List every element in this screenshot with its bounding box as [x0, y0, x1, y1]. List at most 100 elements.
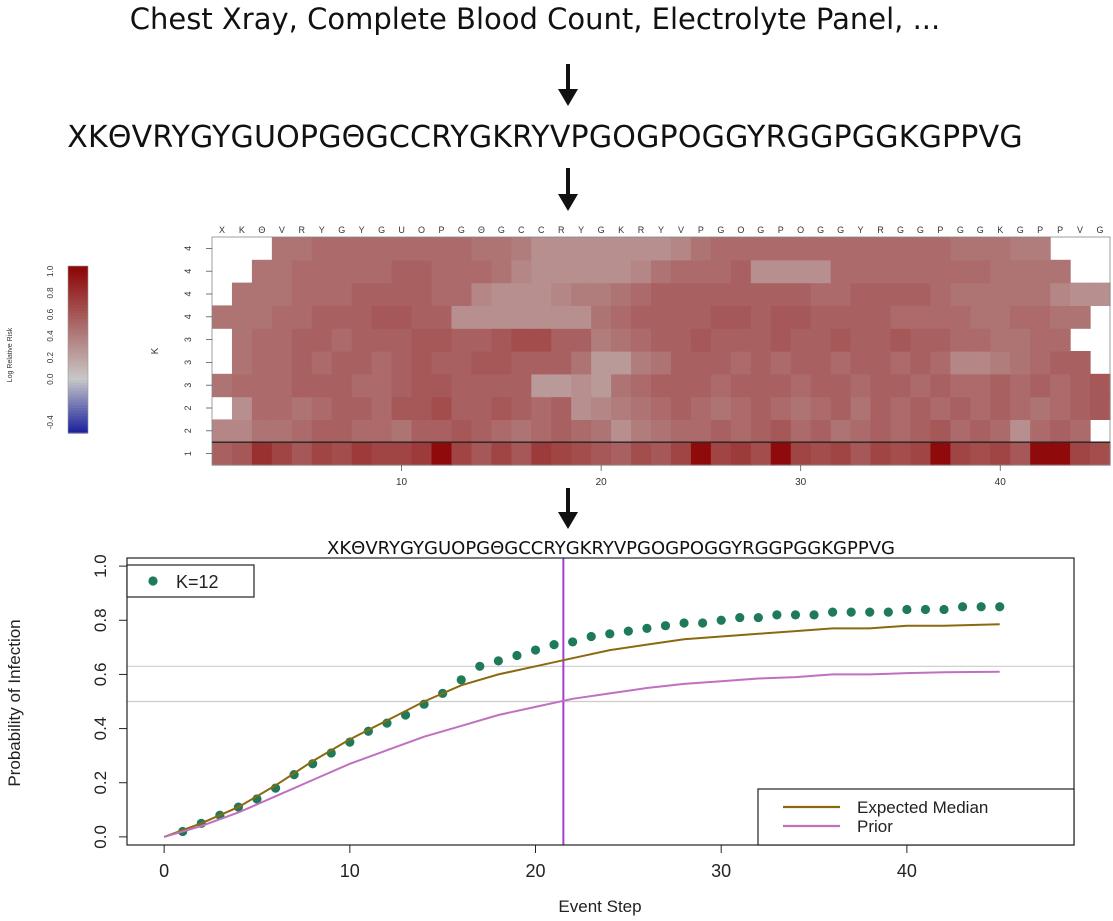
heatmap-seq-letter: Y	[319, 225, 325, 235]
y-tick-label: 0.4	[91, 717, 110, 741]
infection-probability-chart: 0 10 20 30 40 0.0 0.2 0.4 0.6 0.8 1.0 Event Step Pro…	[5, 555, 1075, 916]
heatmap-cell	[451, 351, 473, 375]
heatmap-cell	[690, 396, 712, 420]
heatmap-cell	[391, 328, 413, 352]
colorbar-swatch	[68, 277, 88, 281]
heatmap-cell	[431, 396, 453, 420]
heatmap-cell	[750, 396, 772, 420]
heatmap-cell	[431, 419, 453, 443]
series-point	[549, 640, 559, 650]
heatmap-cell	[870, 237, 892, 261]
colorbar-swatch	[68, 271, 88, 275]
heatmap-cell	[631, 237, 652, 261]
colorbar-swatch	[68, 427, 88, 431]
series-point	[605, 629, 615, 639]
heatmap-cell	[491, 351, 512, 375]
heatmap-cell	[351, 259, 373, 284]
heatmap-cell	[611, 237, 632, 261]
heatmap-cell	[251, 351, 273, 375]
heatmap-cell	[850, 328, 872, 352]
colorbar-swatch	[68, 299, 88, 303]
legend-label: Prior	[857, 817, 893, 836]
heatmap-cell	[431, 351, 453, 375]
colorbar-swatch	[68, 391, 88, 395]
heatmap-cell	[351, 305, 373, 329]
heatmap-cell	[591, 396, 612, 420]
heatmap-cell	[770, 442, 792, 466]
heatmap-cell	[291, 396, 313, 420]
heatmap-cell	[491, 237, 512, 261]
heatmap-cell	[311, 442, 333, 466]
colorbar-swatch	[68, 321, 88, 326]
heatmap-cell	[271, 351, 293, 375]
colorbar-swatch	[68, 307, 88, 312]
heatmap-cell	[910, 373, 931, 398]
heatmap-cell	[690, 351, 712, 375]
heatmap-cell	[790, 282, 812, 306]
heatmap-seq-letter: O	[737, 225, 744, 235]
heatmap-seq-letter: Y	[359, 225, 365, 235]
heatmap-cell	[870, 419, 892, 443]
x-tick-label: 30	[711, 861, 731, 881]
colorbar-swatch	[68, 410, 88, 415]
x-tick-label: 0	[159, 861, 169, 881]
heatmap-cell	[371, 328, 393, 352]
heatmap-seq-letter: P	[438, 225, 444, 235]
heatmap-cell	[651, 442, 672, 466]
heatmap-cell	[291, 282, 313, 306]
y-tick-label: 0.6	[91, 663, 110, 687]
colorbar-swatch	[68, 416, 88, 420]
heatmap-seq-letter: G	[338, 225, 345, 235]
heatmap-cell	[391, 373, 413, 398]
colorbar-swatch	[68, 374, 88, 378]
heatmap-seq-letter: G	[1097, 225, 1104, 235]
heatmap-cell	[351, 373, 373, 398]
heatmap-cell	[531, 419, 552, 443]
heatmap-cell	[231, 351, 253, 375]
heatmap-cell	[850, 282, 872, 306]
heatmap-cell	[850, 442, 872, 466]
heatmap-seq-letter: K	[239, 225, 245, 235]
heatmap-seq-letter: Θ	[258, 225, 265, 235]
heatmap-cell	[1030, 351, 1051, 375]
series-line-expected-median	[163, 623, 1000, 838]
heatmap-cell	[910, 237, 931, 261]
heatmap-cell	[451, 373, 473, 398]
heatmap-cell	[331, 305, 353, 329]
heatmap-cell	[990, 442, 1011, 466]
heatmap-cell	[351, 419, 373, 443]
heatmap-cell	[1030, 373, 1051, 398]
heatmap-cell	[770, 419, 792, 443]
heatmap-cell	[531, 442, 552, 466]
heatmap-cell	[591, 373, 612, 398]
series-point	[623, 626, 633, 636]
heatmap-cell	[730, 442, 752, 466]
heatmap-seq-letter: G	[757, 225, 764, 235]
heatmap-cell	[491, 282, 512, 306]
legend-label: K=12	[176, 572, 219, 592]
heatmap-cell	[511, 442, 532, 466]
series-point	[586, 631, 596, 642]
heatmap-seq-letter: O	[418, 225, 425, 235]
heatmap-cell	[770, 282, 792, 306]
heatmap-cell	[212, 442, 233, 466]
heatmap-cell	[251, 328, 273, 352]
heatmap-cell	[710, 259, 732, 284]
heatmap-cell	[810, 328, 832, 352]
heatmap-seq-letter: C	[538, 225, 545, 235]
heatmap-cell	[890, 259, 912, 284]
heatmap-cell	[291, 351, 313, 375]
heatmap-cell	[990, 259, 1011, 284]
series-point	[902, 604, 912, 615]
colorbar-swatch	[68, 407, 88, 412]
series-point	[568, 637, 578, 647]
heatmap-cell	[850, 259, 872, 284]
colorbar-swatch	[68, 352, 88, 356]
series-point	[456, 675, 466, 685]
heatmap-cell	[1010, 442, 1031, 466]
colorbar-swatch	[68, 288, 88, 292]
colorbar-swatch	[68, 413, 88, 417]
heatmap-cell	[790, 373, 812, 398]
heatmap-cell	[451, 305, 473, 329]
heatmap-cell	[930, 442, 951, 466]
